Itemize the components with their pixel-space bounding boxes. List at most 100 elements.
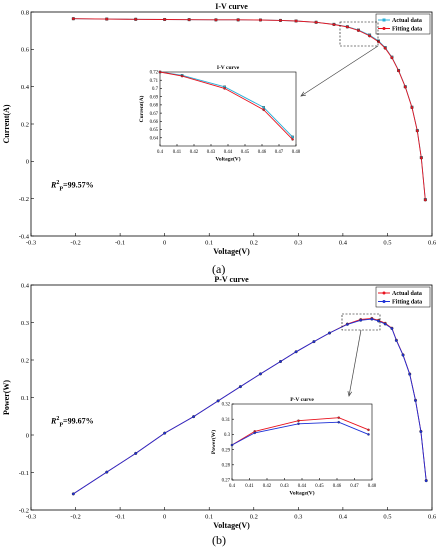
data-point-fitting [71,492,75,496]
data-point-fitting [192,415,196,419]
y-axis-label: Current(A) [2,104,11,143]
data-point-fitting [377,40,380,44]
data-point-fitting [419,156,423,160]
inset-y-tick-label: 0.72 [150,71,159,76]
y-tick-label: -0.1 [19,470,29,477]
x-tick-label: 0.4 [339,514,348,521]
data-point-fitting [259,372,262,376]
r2-value-b: =99.67% [63,416,94,426]
inset-data-point-fitting [223,87,226,90]
data-point-fitting [394,339,398,342]
data-point-fitting [294,350,298,354]
x-tick-label: 0.4 [339,240,348,247]
x-tick-label: 0.3 [294,240,302,247]
data-point-fitting [424,479,428,483]
data-point-fitting [294,19,298,23]
inset-x-tick-label: 0.44 [224,150,233,155]
data-point-fitting [401,353,405,357]
data-point-fitting [383,322,387,326]
legend-marker [382,27,386,30]
data-point-fitting [423,198,427,202]
inset-y-axis-label: Power(W) [210,430,217,454]
inset-x-tick-label: 0.43 [207,150,216,155]
inset-chart-title: P-V curve [290,397,314,403]
legend-label: Fitting data [392,27,422,33]
data-point-fitting [377,319,380,323]
inset-plot-frame [231,403,373,481]
chart-title: P-V curve [214,275,249,284]
inset-data-point-actual [337,416,340,419]
inset-x-axis-label: Voltage(V) [289,490,314,497]
x-tick-label: 0.6 [428,514,437,521]
data-point-fitting [105,470,109,474]
data-point-fitting [368,34,372,38]
data-point-fitting [415,129,419,133]
zoom-region [339,21,379,47]
data-point-fitting [390,56,394,60]
zoom-arrow-head [300,91,306,97]
inset-data-point-fitting [291,138,294,141]
inset-x-tick-label: 0.48 [292,150,301,155]
data-point-fitting [397,69,401,73]
inset-chart-title: I-V curve [217,65,240,71]
data-point-fitting [134,17,138,21]
y-tick-label: 0.4 [21,282,30,289]
x-tick-label: 0.1 [205,514,213,521]
legend-marker [382,300,386,303]
data-point-fitting [187,18,191,22]
inset-data-point-fitting [253,431,256,435]
zoom-region [341,313,381,331]
y-tick-label: -0.2 [19,507,29,514]
inset-data-point-fitting [180,74,184,78]
x-tick-label: -0.1 [115,514,125,521]
x-tick-label: -0.3 [26,514,36,521]
inset-y-tick-label: 0.66 [150,120,159,125]
y-tick-label: 0.6 [21,47,30,54]
inset-x-tick-label: 0.47 [350,484,359,489]
inset-x-tick-label: 0.41 [173,150,182,155]
data-point-fitting [71,17,75,21]
data-point-fitting [345,322,349,326]
data-point-fitting [390,327,394,330]
x-tick-label: 0.5 [383,240,391,247]
panel-label-a: (a) [212,262,226,276]
data-point-fitting [345,25,349,29]
data-point-fitting [134,451,138,455]
x-tick-label: -0.2 [70,514,80,521]
data-point-fitting [279,18,282,22]
r2-annotation-b: R2P=99.67% [51,416,94,429]
inset-data-point-fitting [262,108,265,112]
data-point-fitting [403,85,407,89]
inset-plot-frame [159,71,297,147]
x-axis-label: Voltage(V) [213,247,250,256]
zoom-arrow [348,329,362,397]
inset-y-tick-label: 0.31 [222,418,231,423]
y-tick-label: 0.1 [21,395,29,402]
legend-marker [382,291,386,295]
y-tick-label: 0.2 [21,357,29,364]
inset-x-tick-label: 0.42 [263,484,272,489]
inset-y-tick-label: 0.69 [150,95,159,100]
x-tick-label: -0.2 [70,240,80,247]
inset-data-point-fitting [337,420,340,424]
panel-label-b: (b) [212,533,226,547]
data-point-fitting [328,331,331,335]
inset-x-axis-label: Voltage(V) [215,156,240,163]
inset-x-tick-label: 0.46 [333,484,342,489]
y-tick-label: 0 [26,159,29,166]
data-point-fitting [410,106,414,110]
inset-y-tick-label: 0.27 [222,479,231,484]
inset-y-tick-label: 0.32 [222,403,231,408]
data-point-fitting [105,17,109,21]
inset-y-tick-label: 0.29 [222,448,231,453]
inset-y-tick-label: 0.71 [150,79,159,84]
y-tick-label: 0.2 [21,121,29,128]
data-point-fitting [163,18,167,21]
data-point-fitting [163,431,167,435]
y-tick-label: -0.4 [19,233,30,240]
inset-data-point-actual [297,419,300,422]
inset-y-tick-label: 0.65 [150,128,159,133]
x-tick-label: 0.5 [383,514,391,521]
inset-data-point-fitting [367,433,370,436]
